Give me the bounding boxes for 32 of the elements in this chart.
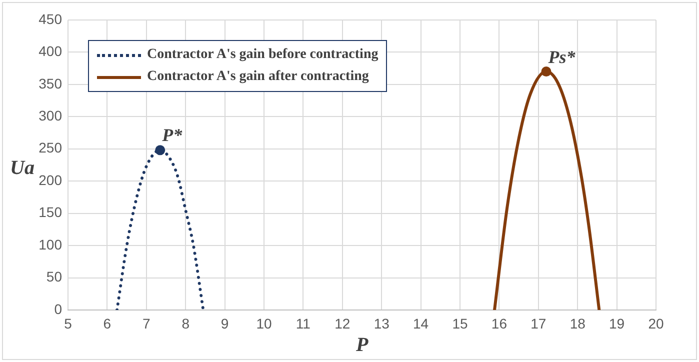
x-tick-label: 8: [182, 315, 190, 332]
y-tick-label: 400: [38, 43, 62, 60]
x-tick-label: 15: [452, 315, 468, 332]
x-tick-label: 14: [413, 315, 429, 332]
x-tick-label: 5: [64, 315, 72, 332]
y-tick-label: 450: [38, 10, 62, 27]
x-tick-label: 20: [648, 315, 664, 332]
x-tick-label: 10: [256, 315, 272, 332]
x-tick-label: 6: [103, 315, 112, 332]
y-axis-title: Ua: [10, 156, 34, 180]
x-tick-label: 16: [491, 315, 508, 332]
x-tick-label: 17: [530, 315, 546, 332]
x-tick-label: 12: [334, 315, 350, 332]
x-tick-label: 18: [570, 315, 586, 332]
x-tick-label: 7: [142, 315, 150, 332]
x-tick-label: 11: [296, 315, 311, 332]
y-tick-label: 300: [38, 108, 62, 124]
x-tick-label: 9: [220, 315, 229, 332]
y-tick-label: 250: [38, 140, 62, 156]
x-tick-label: 19: [609, 315, 625, 332]
legend-label: Contractor A's gain before contracting: [147, 47, 378, 63]
y-tick-label: 350: [38, 75, 62, 92]
y-tick-label: 50: [46, 268, 62, 285]
annotation: Ps*: [548, 46, 576, 68]
x-tick-label: 13: [374, 315, 390, 332]
y-tick-label: 0: [54, 300, 62, 317]
x-axis-title: P: [356, 334, 368, 356]
annotation: P*: [162, 125, 182, 146]
y-tick-label: 150: [38, 204, 62, 220]
y-tick-label: 200: [38, 172, 62, 188]
legend-label: Contractor A's gain after contracting: [147, 69, 369, 85]
y-tick-label: 100: [38, 236, 62, 252]
